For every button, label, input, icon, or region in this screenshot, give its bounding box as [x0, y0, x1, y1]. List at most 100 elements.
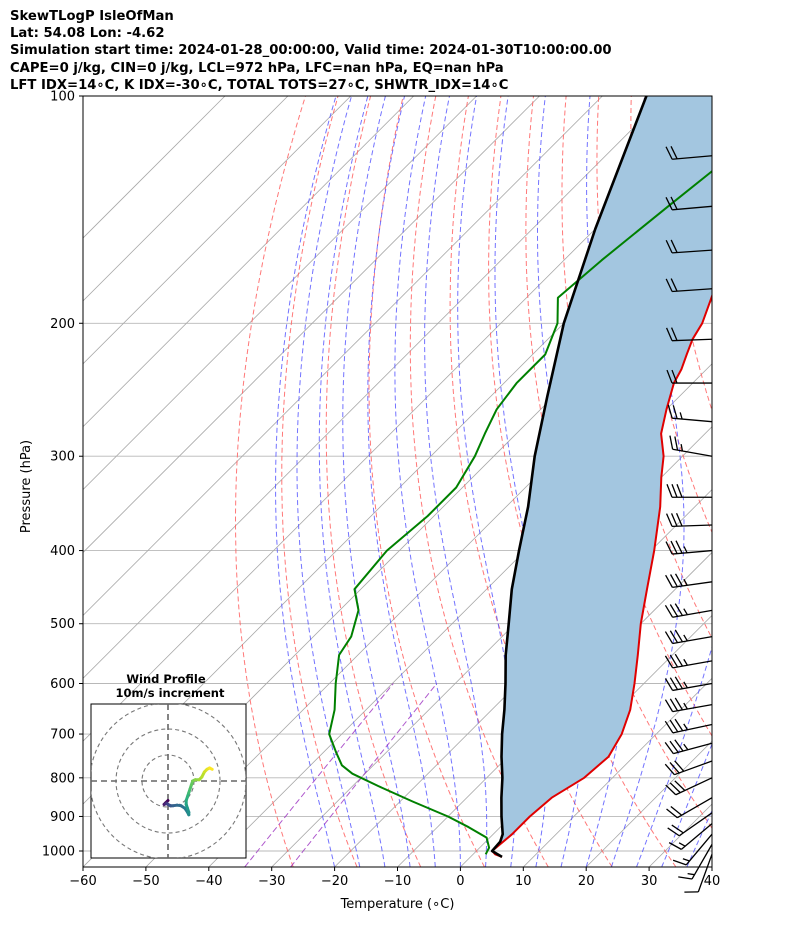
wind-barb — [665, 540, 713, 555]
wind-barb-flag — [665, 784, 677, 796]
wind-barb — [666, 369, 712, 384]
wind-barb-staff — [672, 581, 713, 589]
wind-barb — [668, 823, 713, 850]
hodograph-subtitle: 10m/s increment — [116, 686, 225, 700]
x-tick-label: 30 — [641, 874, 658, 889]
wind-barb-flag — [670, 574, 678, 587]
hodograph-trace-segment — [208, 766, 214, 771]
isotherm-line — [83, 96, 226, 239]
wind-barb-staff — [672, 549, 713, 555]
wind-barb-flag — [670, 513, 678, 527]
wind-barb-staff — [672, 704, 713, 713]
wind-barb-flag — [674, 760, 685, 772]
wind-barb-staff — [680, 823, 713, 850]
wind-barb-flag — [671, 484, 678, 498]
y-tick-label: 1000 — [42, 845, 75, 860]
wind-barb-flag — [664, 631, 674, 644]
wind-barb-half-flag — [682, 858, 690, 862]
wind-barb-staff — [685, 833, 713, 866]
x-tick-label: 40 — [704, 874, 721, 889]
wind-barb-flag — [669, 677, 679, 690]
wind-barb-half-flag — [683, 546, 688, 554]
wind-barb-flag — [667, 404, 673, 419]
wind-barb-flag — [674, 697, 684, 711]
wind-barb — [678, 844, 713, 880]
wind-barb-half-flag — [683, 658, 688, 666]
hodograph-plot — [91, 704, 246, 858]
wind-barb-flag — [666, 484, 673, 498]
wind-barb-flag — [674, 718, 684, 732]
dry-adiabat-line — [762, 96, 794, 867]
wind-barb-half-flag — [683, 743, 689, 751]
isotherm-line — [523, 677, 712, 867]
moist-adiabat-line — [424, 96, 488, 867]
moist-adiabat-line — [318, 96, 386, 867]
wind-barb — [665, 573, 713, 589]
wind-barb — [666, 797, 713, 819]
wind-barb-staff — [678, 812, 713, 837]
wind-barb-flag — [664, 720, 674, 734]
isotherm-line — [83, 96, 477, 491]
wind-barb-half-flag — [687, 872, 695, 876]
wind-barb-flag — [666, 369, 673, 384]
wind-barb-flag — [669, 654, 679, 668]
y-axis-label: Pressure (hPa) — [19, 440, 34, 533]
wind-barb-flag — [664, 741, 674, 755]
wind-barb-flag — [667, 827, 680, 837]
isotherm-line — [83, 96, 666, 679]
wind-barb — [669, 435, 713, 457]
wind-barb-flag — [674, 739, 684, 752]
isotherm-line — [83, 96, 352, 365]
y-tick-label: 900 — [50, 810, 75, 825]
wind-barb-flag — [669, 630, 679, 643]
dry-adiabat-line — [235, 96, 306, 867]
wind-barb-half-flag — [680, 444, 684, 452]
header-line-location: Lat: 54.08 Lon: -4.62 — [10, 26, 165, 42]
wind-barb-flag — [674, 436, 679, 451]
wind-barb-flag — [666, 808, 678, 819]
wind-barb — [665, 239, 713, 254]
wind-barb-flag — [675, 540, 683, 554]
wind-barb-flag — [664, 699, 674, 712]
dry-adiabat-line — [488, 96, 677, 867]
hodograph-title: Wind Profile — [126, 672, 206, 686]
wind-barb-flag — [675, 512, 683, 527]
moist-adiabat-line — [274, 96, 337, 867]
dry-adiabat-line — [561, 96, 712, 737]
wind-barb-flag — [669, 435, 674, 450]
wind-barb-flag — [678, 876, 693, 880]
header-line-energy-indices: CAPE=0 j/kg, CIN=0 j/kg, LCL=972 hPa, LF… — [10, 60, 504, 76]
wind-barb-staff — [673, 742, 713, 755]
wind-barb-staff — [672, 448, 713, 457]
wind-barb-half-flag — [678, 842, 686, 847]
wind-barb — [664, 760, 713, 776]
wind-barb-flag — [670, 805, 683, 816]
x-tick-label: −60 — [69, 874, 96, 889]
wind-barb — [664, 739, 713, 755]
wind-barb-flag — [665, 197, 673, 211]
wind-barb-flag — [665, 574, 673, 588]
y-tick-label: 600 — [50, 677, 75, 692]
isotherm-line — [334, 489, 712, 867]
wind-barb-flag — [674, 573, 683, 587]
x-tick-label: −10 — [384, 874, 411, 889]
y-tick-label: 300 — [50, 450, 75, 465]
wind-barb-flag — [665, 327, 673, 341]
moist-adiabat-line — [394, 96, 461, 867]
wind-barb-half-flag — [683, 634, 688, 642]
wind-barb-flag — [665, 541, 673, 555]
wind-barb-staff — [672, 205, 713, 211]
wind-barb-staff — [675, 777, 713, 796]
moist-adiabat-line — [367, 96, 436, 867]
wind-barb — [664, 697, 713, 713]
wind-barb-flag — [669, 762, 680, 774]
wind-barb-flag — [664, 763, 675, 776]
wind-barb-flag — [665, 146, 673, 160]
wind-barb-flag — [671, 369, 678, 384]
dry-adiabat-line — [325, 96, 422, 867]
wind-barbs — [664, 146, 713, 893]
wind-barb — [664, 676, 713, 692]
moist-adiabat-line — [636, 96, 712, 867]
